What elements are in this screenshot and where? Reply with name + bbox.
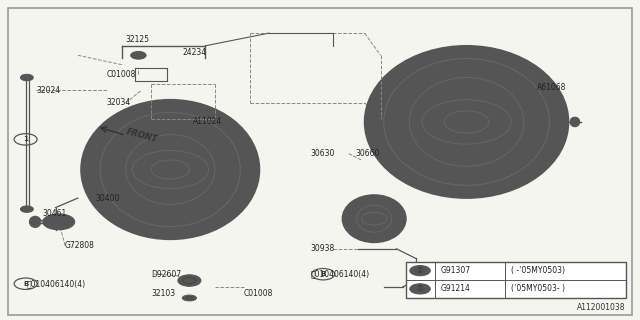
Text: C01008: C01008 [244, 289, 273, 298]
Text: 30400: 30400 [96, 194, 120, 203]
Text: A61068: A61068 [537, 83, 566, 92]
Text: 32034: 32034 [106, 99, 131, 108]
FancyBboxPatch shape [8, 8, 632, 316]
Text: A11024: A11024 [193, 117, 222, 126]
Text: 1: 1 [23, 136, 28, 142]
Text: 30461: 30461 [43, 209, 67, 219]
Text: 32024: 32024 [36, 86, 61, 95]
Text: 30660: 30660 [355, 149, 380, 158]
Text: G91214: G91214 [441, 284, 471, 293]
Ellipse shape [182, 295, 196, 301]
Circle shape [43, 214, 75, 230]
Ellipse shape [81, 100, 259, 239]
Bar [406, 261, 626, 298]
Text: 32103: 32103 [151, 289, 175, 298]
Circle shape [410, 266, 430, 276]
Ellipse shape [29, 216, 41, 228]
Text: G91307: G91307 [441, 266, 471, 275]
Ellipse shape [570, 117, 580, 127]
Circle shape [178, 275, 201, 286]
Circle shape [131, 52, 146, 59]
Text: 24234: 24234 [183, 48, 207, 57]
Circle shape [20, 206, 33, 212]
Text: B: B [23, 281, 28, 287]
Text: A112001038: A112001038 [577, 303, 626, 312]
Circle shape [410, 284, 430, 294]
Text: Ⓑ010406140(4): Ⓑ010406140(4) [27, 279, 86, 288]
Text: 30630: 30630 [310, 149, 335, 158]
Text: B: B [321, 271, 326, 277]
Text: FRONT: FRONT [125, 127, 159, 144]
Text: ①: ① [417, 284, 424, 293]
Text: G72808: G72808 [65, 241, 95, 250]
Text: D92607: D92607 [151, 270, 181, 279]
Ellipse shape [365, 46, 568, 198]
Text: ( -’05MY0503): ( -’05MY0503) [511, 266, 565, 275]
Text: 32125: 32125 [125, 35, 150, 44]
Circle shape [20, 74, 33, 81]
Text: 30938: 30938 [310, 244, 335, 253]
Text: (’05MY0503- ): (’05MY0503- ) [511, 284, 565, 293]
Text: Ⓑ010406140(4): Ⓑ010406140(4) [310, 270, 369, 279]
Ellipse shape [342, 195, 406, 243]
Text: ①: ① [417, 266, 424, 275]
Text: C01008: C01008 [106, 70, 136, 79]
